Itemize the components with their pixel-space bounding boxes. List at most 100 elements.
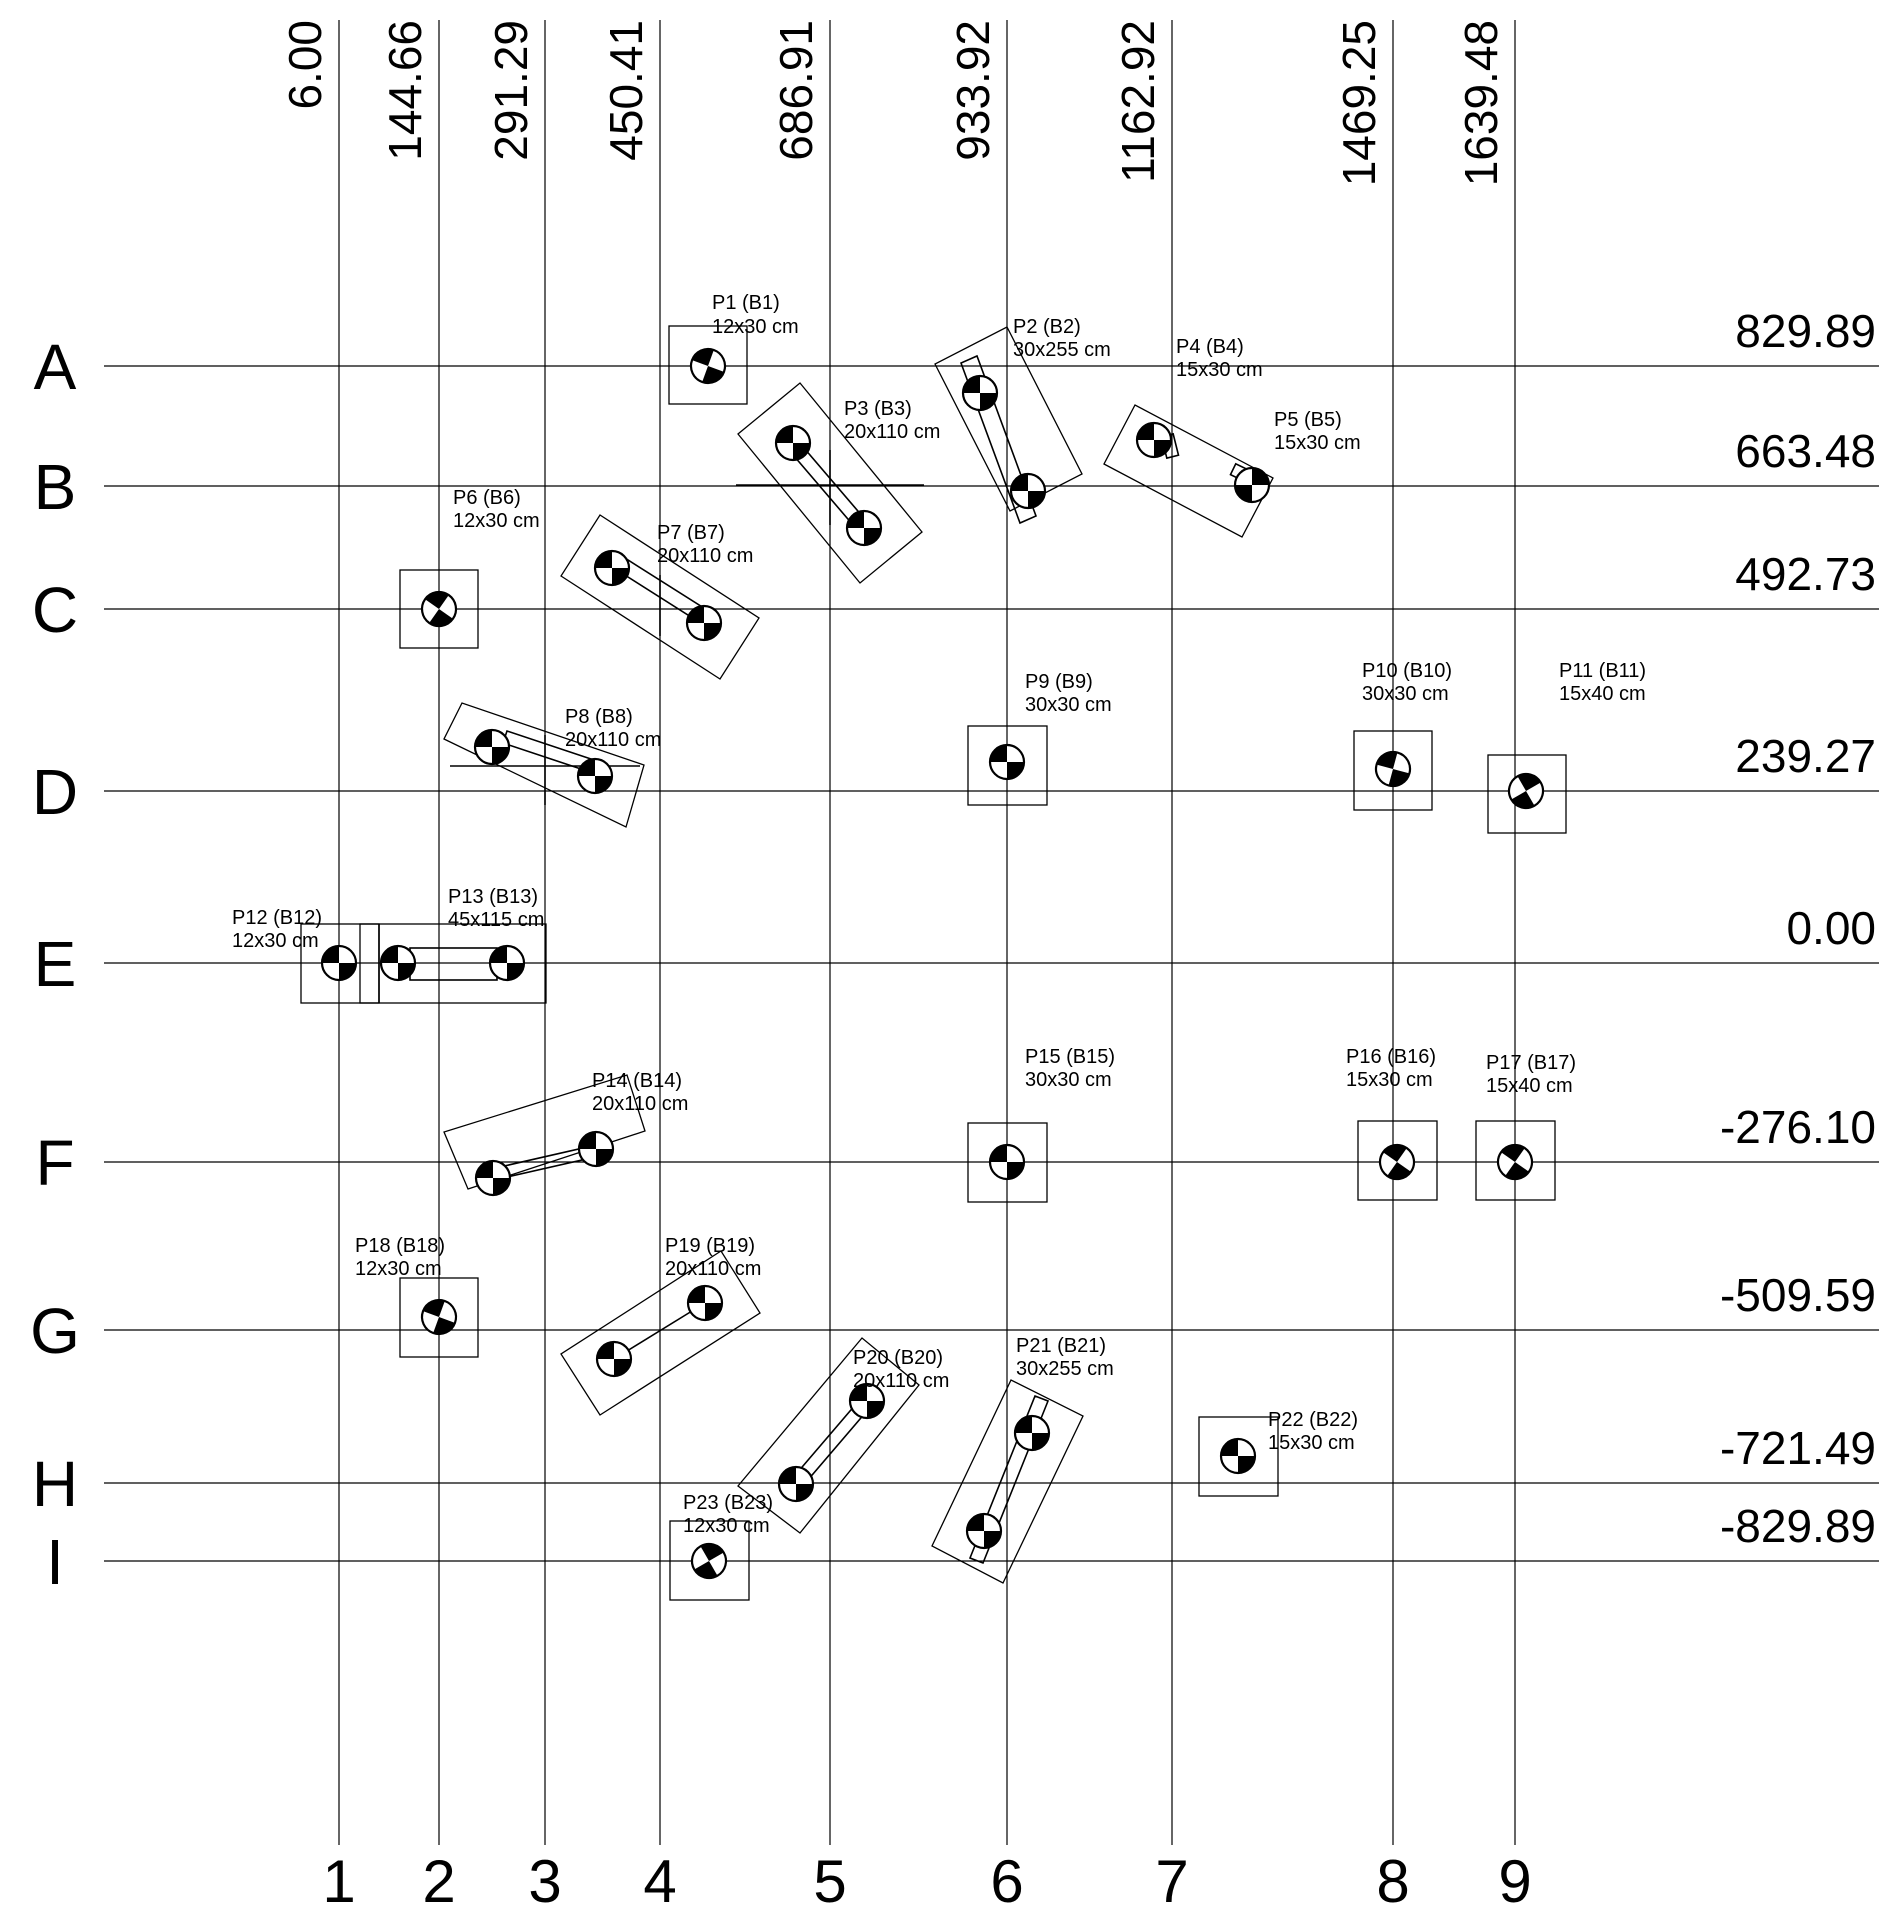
pier-label-p9-size: 30x30 cm [1025,694,1112,716]
y-coord-g: -509.59 [1720,1269,1876,1321]
pier-symbol-p12 [320,944,358,982]
pier-label-p20-size: 20x110 cm [853,1370,949,1392]
y-coord-e: 0.00 [1786,902,1876,954]
pier-label-p13-size: 45x115 cm [448,909,544,931]
pier-label-p14-name: P14 (B14) [592,1070,682,1092]
pier-label-p2-size: 30x255 cm [1013,339,1111,361]
row-letter-e: E [34,928,77,1000]
col-number-8: 8 [1376,1848,1409,1914]
pier-label-p1-size: 12x30 cm [712,316,799,338]
pier-symbol-p9 [988,743,1026,781]
footing-p23 [669,1520,750,1601]
footing-p8 [443,702,645,828]
pier-symbol-p6 [420,590,458,628]
horizontal-grid-lines [104,365,1879,1562]
row-letter-i: I [46,1526,64,1598]
pier-symbol-p20b [848,1382,886,1420]
x-coord-9: 1639.48 [1455,20,1507,186]
pier-label-p19-size: 20x110 cm [665,1258,761,1280]
col-number-2: 2 [422,1848,455,1914]
pier-symbol-p21a [1013,1414,1051,1452]
y-coord-i: -829.89 [1720,1500,1876,1552]
pier-label-p15-name: P15 (B15) [1025,1046,1115,1068]
x-coord-7: 1162.92 [1112,20,1164,183]
footing-p22 [1198,1416,1279,1497]
y-coord-a: 829.89 [1735,305,1876,357]
footing-p3 [737,382,923,584]
pier-symbol-p20a [777,1465,815,1503]
pier-symbol-p2a [961,374,999,412]
pier-label-p6-name: P6 (B6) [453,487,521,509]
footing-p21 [931,1379,1084,1584]
footing-p6 [399,569,479,649]
x-coord-6: 933.92 [947,20,999,161]
pier-label-p10-size: 30x30 cm [1362,683,1449,705]
pier-label-p13-name: P13 (B13) [448,886,538,908]
x-coord-4: 450.41 [600,20,652,161]
footing-p13 [359,923,547,1004]
pier-symbol-p13a [379,944,417,982]
pier-label-p18-size: 12x30 cm [355,1258,442,1280]
y-coord-c: 492.73 [1735,548,1876,600]
pier-label-p16-size: 15x30 cm [1346,1069,1433,1091]
foundation-elements [300,325,1567,1601]
pier-label-p18-name: P18 (B18) [355,1235,445,1257]
pier-symbol-p22 [1219,1437,1257,1475]
pier-labels: P1 (B1) 12x30 cm P2 (B2) 30x255 cm P3 (B… [232,292,1646,1537]
row-letter-d: D [32,756,78,828]
pier-label-p16-name: P16 (B16) [1346,1046,1436,1068]
row-letter-c: C [32,574,78,646]
x-coord-2: 144.66 [379,20,431,161]
pier-label-p12-name: P12 (B12) [232,907,322,929]
footing-p1 [668,325,748,405]
pier-label-p9-name: P9 (B9) [1025,671,1093,693]
pier-symbol-p11 [1507,772,1545,810]
footing-p17 [1475,1120,1556,1201]
footing-p9 [967,725,1048,806]
row-letter-g: G [30,1295,80,1367]
pier-symbol-p5 [1233,466,1271,504]
pier-symbol-p3a [774,424,812,462]
pier-label-p1-name: P1 (B1) [712,292,780,314]
pier-symbol-p19a [595,1340,633,1378]
y-coord-d: 239.27 [1735,730,1876,782]
pier-symbol-p7a [593,549,631,587]
y-coordinate-labels: 829.89 663.48 492.73 239.27 0.00 -276.10… [1720,305,1876,1552]
col-number-4: 4 [643,1848,676,1914]
beam-p13 [409,947,498,981]
pier-label-p21-size: 30x255 cm [1016,1358,1114,1380]
pier-symbol-p8a [473,728,511,766]
pier-label-p17-name: P17 (B17) [1486,1052,1576,1074]
footing-p7 [560,514,760,680]
pier-label-p8-name: P8 (B8) [565,706,633,728]
row-letter-b: B [34,451,77,523]
y-coord-b: 663.48 [1735,425,1876,477]
pier-symbol-p7b [685,604,723,642]
pier-symbol-p19b [686,1284,724,1322]
pier-label-p4-size: 15x30 cm [1176,359,1263,381]
row-letter-a: A [34,331,77,403]
pier-label-p14-size: 20x110 cm [592,1093,688,1115]
vertical-grid-lines [338,20,1516,1845]
footing-p20 [737,1337,920,1534]
pier-symbol-p1 [689,347,727,385]
y-coord-f: -276.10 [1720,1101,1876,1153]
col-number-7: 7 [1155,1848,1188,1914]
pier-symbol-p18 [420,1298,458,1336]
pier-symbol-p16 [1378,1143,1416,1181]
pier-label-p4-name: P4 (B4) [1176,336,1244,358]
pier-symbol-p4 [1135,421,1173,459]
pier-label-p2-name: P2 (B2) [1013,316,1081,338]
pier-symbol-p10 [1374,750,1412,788]
beam-p2 [959,354,1038,525]
row-letter-f: F [35,1127,74,1199]
row-letter-h: H [32,1448,78,1520]
pier-label-p19-name: P19 (B19) [665,1235,755,1257]
pier-label-p3-name: P3 (B3) [844,398,912,420]
col-number-6: 6 [990,1848,1023,1914]
pier-label-p7-size: 20x110 cm [657,545,753,567]
pier-label-p23-size: 12x30 cm [683,1515,770,1537]
column-number-labels: 1 2 3 4 5 6 7 8 9 [322,1848,1531,1914]
footing-p4-p5 [1103,404,1274,538]
col-number-3: 3 [528,1848,561,1914]
